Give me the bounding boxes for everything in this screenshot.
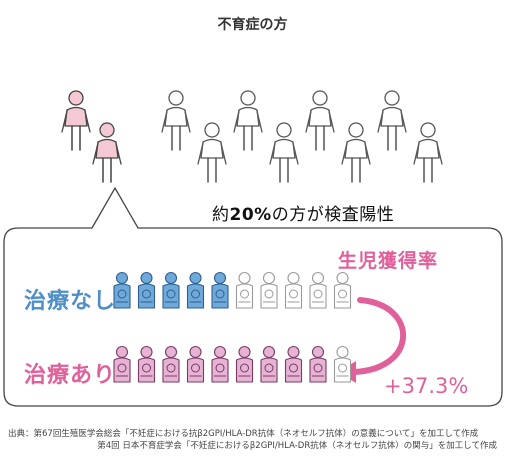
baby-icon-row2-9 xyxy=(309,345,327,383)
woman-figure xyxy=(161,90,191,151)
woman-figure xyxy=(341,122,371,183)
positive-percent: 20% xyxy=(229,205,272,225)
woman-positive-figure-1 xyxy=(61,90,91,151)
baby-icon-row1-6 xyxy=(235,271,254,309)
woman-figure xyxy=(197,122,227,183)
chart-title: 不育症の方 xyxy=(217,17,288,33)
positive-prefix: 約 xyxy=(212,205,230,225)
baby-icon-row2-8 xyxy=(284,345,303,383)
baby-icon-row1-8 xyxy=(284,271,303,309)
baby-icon-grid xyxy=(113,271,352,383)
baby-icon-row1-2 xyxy=(137,271,156,309)
baby-icon-row2-2 xyxy=(137,345,156,383)
baby-icon-row1-9 xyxy=(309,271,327,309)
source-note: 出典：第67回生殖医学会総会「不妊症における抗β2GPI/HLA-DR抗体（ネオ… xyxy=(0,428,505,452)
baby-icon-row1-5 xyxy=(211,271,229,309)
baby-icon-row2-10 xyxy=(333,345,352,383)
woman-figure xyxy=(305,90,335,151)
baby-icon-row2-4 xyxy=(186,345,205,383)
baby-icon-row1-1 xyxy=(113,271,131,309)
baby-icon-row1-3 xyxy=(162,271,180,309)
baby-icon-row2-3 xyxy=(162,345,180,383)
woman-figure xyxy=(269,122,299,183)
source-line-1: 出典：第67回生殖医学会総会「不妊症における抗β2GPI/HLA-DR抗体（ネオ… xyxy=(8,429,479,439)
source-line-2: 第4回 日本不育症学会「不妊症におけるβ2GPI/HLA-DR抗体（ネオセルフ抗… xyxy=(97,441,497,451)
positive-rate-text: 約20%の方が検査陽性 xyxy=(212,200,394,225)
baby-icon-row1-10 xyxy=(333,271,352,309)
woman-figure xyxy=(233,90,263,151)
row-label-with-treatment: 治療あり xyxy=(24,363,117,388)
baby-icon-row2-5 xyxy=(211,345,229,383)
woman-figure xyxy=(413,122,443,183)
live-birth-rate-title: 生児獲得率 xyxy=(338,250,439,272)
increase-value: +37.3% xyxy=(384,374,469,398)
woman-figure xyxy=(377,90,407,151)
row-label-no-treatment: 治療なし xyxy=(24,289,117,314)
women-figures xyxy=(61,90,443,183)
baby-icon-row2-7 xyxy=(260,345,278,383)
woman-positive-figure-2 xyxy=(92,122,122,183)
baby-icon-row2-6 xyxy=(235,345,254,383)
curved-arrow xyxy=(347,297,406,375)
positive-suffix: の方が検査陽性 xyxy=(271,205,395,225)
baby-icon-row1-7 xyxy=(260,271,278,309)
baby-icon-row2-1 xyxy=(113,345,131,383)
baby-icon-row1-4 xyxy=(186,271,205,309)
